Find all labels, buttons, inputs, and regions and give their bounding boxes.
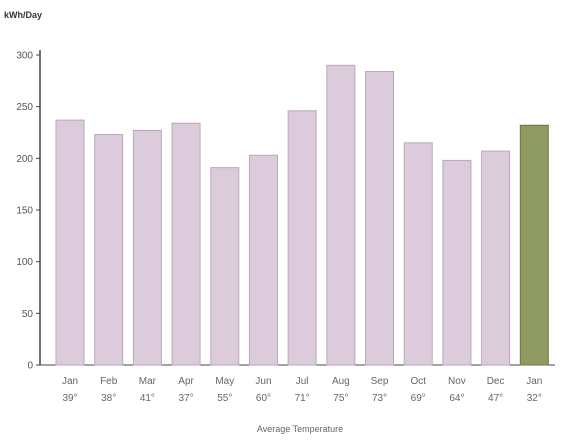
temperature-label: 37° xyxy=(179,393,194,404)
category-label: Feb xyxy=(100,376,118,387)
bar-jul-6 xyxy=(287,110,317,366)
bars xyxy=(55,64,549,366)
category-label: Jun xyxy=(255,376,271,387)
y-tick-label: 250 xyxy=(16,102,33,113)
y-tick-label: 150 xyxy=(16,206,33,217)
y-tick-label: 200 xyxy=(16,154,33,165)
bar-mar-2 xyxy=(132,129,162,366)
temperature-label: 64° xyxy=(449,393,464,404)
bar-apr-3 xyxy=(171,122,201,366)
category-label: Aug xyxy=(332,376,350,387)
bar-feb-1 xyxy=(94,134,124,366)
bar-nov-10 xyxy=(442,159,472,366)
category-label: Sep xyxy=(371,376,389,387)
category-label: Jan xyxy=(526,376,542,387)
category-label: Dec xyxy=(487,376,505,387)
temperature-label: 71° xyxy=(295,393,310,404)
y-tick-label: 100 xyxy=(16,257,33,268)
temperature-label: 38° xyxy=(101,393,116,404)
category-label: Jul xyxy=(296,376,309,387)
category-labels: Jan 39° Feb 38° Mar 41° Apr 37° May 55° Jun 60° Jul 7… xyxy=(62,376,542,404)
category-label: Jan xyxy=(62,376,78,387)
bar-aug-7 xyxy=(326,64,356,366)
y-tick-label: 300 xyxy=(16,51,33,62)
category-label: Apr xyxy=(178,376,194,387)
temperature-label: 75° xyxy=(333,393,348,404)
bar-oct-9 xyxy=(403,142,433,366)
bar-may-4 xyxy=(210,167,240,366)
temperature-label: 39° xyxy=(62,393,77,404)
temperature-label: 73° xyxy=(372,393,387,404)
category-label: May xyxy=(215,376,234,387)
temperature-label: 32° xyxy=(527,393,542,404)
x-axis-label: Average Temperature xyxy=(257,424,343,434)
temperature-label: 55° xyxy=(217,393,232,404)
bar-jan-0 xyxy=(55,119,85,366)
temperature-label: 60° xyxy=(256,393,271,404)
category-label: Mar xyxy=(139,376,157,387)
temperature-label: 41° xyxy=(140,393,155,404)
bar-dec-11 xyxy=(481,150,511,366)
category-label: Nov xyxy=(448,376,466,387)
y-tick-label: 50 xyxy=(22,309,34,320)
y-axis-label: kWh/Day xyxy=(4,10,42,20)
category-label: Oct xyxy=(410,376,426,387)
bar-jun-5 xyxy=(248,154,278,366)
temperature-label: 47° xyxy=(488,393,503,404)
temperature-label: 69° xyxy=(411,393,426,404)
y-tick-label: 0 xyxy=(27,361,33,372)
bar-sep-8 xyxy=(365,71,395,366)
bar-jan-12 xyxy=(519,124,549,366)
